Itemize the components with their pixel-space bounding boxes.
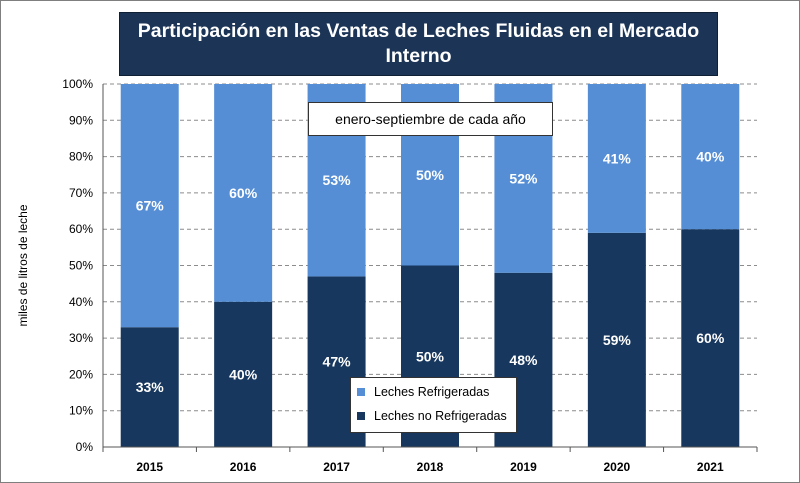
bar-segment [214, 301, 273, 447]
legend-item-no-refrigeradas: Leches no Refrigeradas [357, 409, 507, 423]
bar-segment [587, 84, 646, 233]
chart-legend: Leches Refrigeradas Leches no Refrigerad… [350, 377, 517, 433]
chart-title-box: Participación en las Ventas de Leches Fl… [119, 12, 718, 76]
y-axis-title: miles de litros de leche [16, 204, 30, 326]
y-tick-label: 70% [69, 186, 93, 200]
data-label: 59% [603, 332, 632, 348]
data-label: 52% [509, 170, 538, 186]
y-tick-label: 60% [69, 222, 93, 236]
data-label: 67% [136, 198, 165, 214]
legend-swatch-no-refrigeradas [357, 412, 365, 420]
x-tick-label: 2020 [604, 460, 631, 474]
y-tick-label: 20% [69, 367, 93, 381]
y-tick-label: 10% [69, 404, 93, 418]
data-label: 53% [323, 172, 352, 188]
bar-segment [681, 229, 740, 447]
data-label: 60% [696, 330, 725, 346]
data-label: 40% [696, 149, 725, 165]
chart-title: Participación en las Ventas de Leches Fl… [137, 20, 700, 67]
data-label: 33% [136, 379, 165, 395]
y-tick-label: 0% [76, 440, 94, 454]
x-tick-label: 2021 [697, 460, 724, 474]
data-label: 50% [416, 348, 445, 364]
y-tick-label: 90% [69, 113, 93, 127]
legend-label-refrigeradas: Leches Refrigeradas [374, 385, 490, 399]
period-note: enero-septiembre de cada año [308, 102, 553, 136]
legend-swatch-refrigeradas [357, 388, 365, 396]
data-label: 40% [229, 366, 258, 382]
bar-segment [214, 84, 273, 302]
data-label: 48% [509, 352, 538, 368]
y-tick-label: 30% [69, 331, 93, 345]
y-tick-label: 40% [69, 295, 93, 309]
period-note-text: enero-septiembre de cada año [335, 111, 526, 127]
y-tick-label: 100% [62, 77, 93, 91]
x-tick-label: 2018 [417, 460, 444, 474]
data-label: 50% [416, 167, 445, 183]
y-tick-label: 80% [69, 150, 93, 164]
data-label: 41% [603, 150, 632, 166]
data-label: 60% [229, 185, 258, 201]
x-tick-label: 2019 [510, 460, 537, 474]
bar-segment [120, 84, 179, 328]
bar-segment [681, 84, 740, 230]
legend-item-refrigeradas: Leches Refrigeradas [357, 385, 489, 399]
bar-segment [120, 327, 179, 447]
data-label: 47% [323, 354, 352, 370]
x-tick-label: 2017 [323, 460, 350, 474]
x-tick-label: 2016 [230, 460, 257, 474]
legend-label-no-refrigeradas: Leches no Refrigeradas [374, 409, 507, 423]
y-tick-label: 50% [69, 259, 93, 273]
bar-segment [587, 232, 646, 447]
x-tick-label: 2015 [136, 460, 163, 474]
